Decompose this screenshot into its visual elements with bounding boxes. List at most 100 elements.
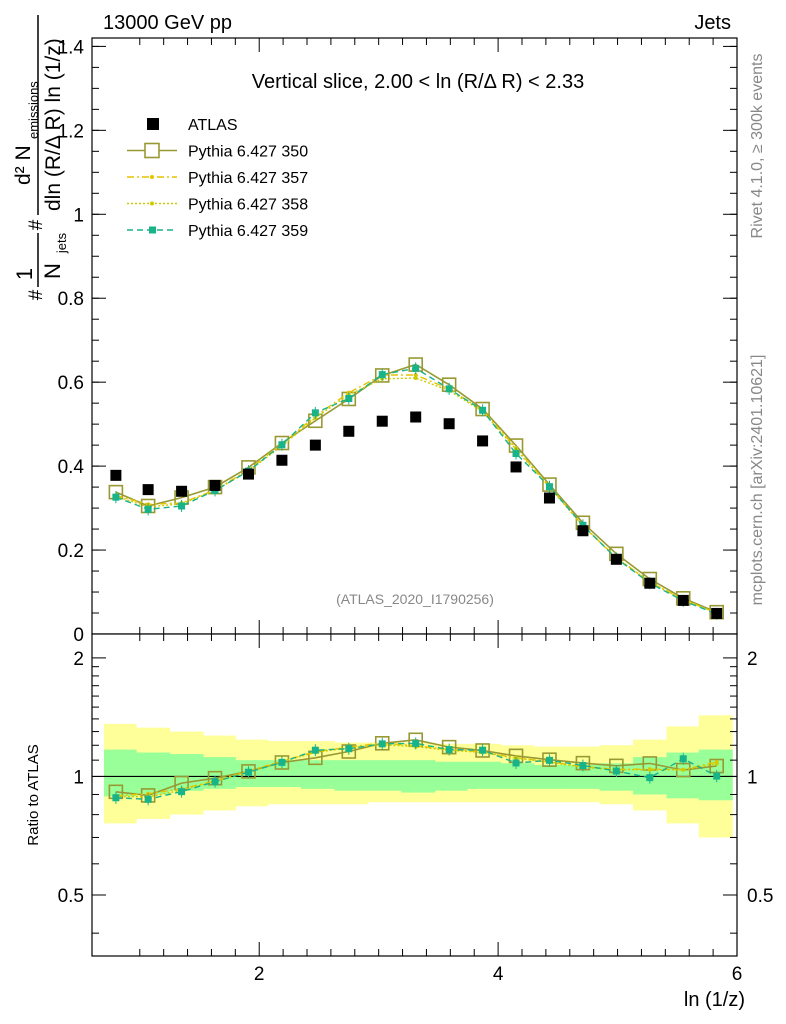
legend-marker — [144, 142, 160, 159]
mcplots-label: mcplots.cern.ch [arXiv:2401.10621] — [749, 355, 766, 606]
ratio-point-p359 — [679, 755, 687, 763]
legend: ATLAS Pythia 6.427 350 Pythia 6.427 357 Pyt… — [127, 117, 308, 240]
ratio-point-p359 — [211, 778, 219, 786]
main-ytick-label: 1.4 — [58, 37, 85, 58]
ratio-point-p358 — [681, 767, 686, 772]
ylabel-hash-1: # — [26, 289, 47, 300]
ratio-frame — [91, 633, 738, 957]
main-axes: 0 0.2 0.4 0.6 0.8 1 1.2 1.4 — [58, 37, 737, 646]
main-point-p359 — [345, 395, 353, 403]
ratio-point-p359 — [612, 767, 620, 775]
ylabel-denominator: dln (R/Δ R) ln (1/z) — [42, 38, 65, 211]
ratio-point-p359 — [646, 774, 654, 782]
legend-label: Pythia 6.427 350 — [188, 144, 308, 161]
main-point-p359 — [412, 364, 420, 372]
main-y-label: # 1 N jets # d² N emissions dln (R/Δ R) … — [12, 15, 69, 300]
main-ytick-label: 0 — [73, 625, 84, 646]
main-atlas-point — [110, 469, 122, 481]
ylabel-hash-2: # — [26, 219, 47, 230]
legend-entry-p350: Pythia 6.427 350 — [127, 142, 308, 161]
ylabel-njets: N — [40, 263, 65, 279]
ratio-point-p350 — [475, 743, 490, 758]
main-point-p359 — [144, 505, 152, 513]
main-atlas-point — [711, 607, 723, 619]
main-atlas-point — [242, 468, 254, 480]
plot-title: Vertical slice, 2.00 < ln (R/Δ R) < 2.33 — [252, 71, 584, 93]
ratio-point-p359 — [345, 745, 353, 753]
rivet-version-label: Rivet 4.1.0, ≥ 300k events — [749, 54, 766, 239]
main-ytick-label: 0.6 — [58, 373, 84, 394]
ratio-axes: 0.5 0.5 1 1 2 2 2 4 6 — [58, 634, 773, 985]
main-atlas-point — [209, 479, 221, 491]
main-point-p359 — [278, 441, 286, 449]
analysis-watermark: (ATLAS_2020_I1790256) — [336, 591, 494, 607]
ylabel-one: 1 — [12, 268, 37, 280]
main-atlas-point — [610, 553, 622, 565]
ratio-ytick-label-right: 0.5 — [747, 886, 773, 907]
ratio-point-p359 — [713, 772, 721, 780]
ratio-panel: 0.5 0.5 1 1 2 2 2 4 6 — [58, 633, 773, 985]
ratio-y-label: Ratio to ATLAS — [25, 744, 42, 845]
main-atlas-point — [577, 525, 589, 537]
header-energy: 13000 GeV pp — [103, 12, 232, 34]
main-atlas-point — [644, 577, 656, 589]
ratio-point-p359 — [278, 758, 286, 766]
legend-label: Pythia 6.427 358 — [188, 197, 308, 214]
main-atlas-point — [276, 454, 288, 466]
main-point-p359 — [112, 493, 120, 501]
main-ytick-label: 1.2 — [58, 121, 84, 142]
main-atlas-point — [376, 415, 388, 427]
main-point-p358 — [413, 375, 418, 380]
main-atlas-point — [176, 485, 188, 497]
ratio-ytick-label: 1 — [73, 767, 84, 788]
ratio-band-inner — [467, 761, 501, 789]
legend-label: Pythia 6.427 359 — [188, 223, 308, 240]
ratio-ytick-label-right: 2 — [747, 649, 758, 670]
legend-marker — [150, 201, 154, 206]
legend-label: ATLAS — [188, 117, 238, 134]
legend-entry-atlas: ATLAS — [147, 117, 238, 134]
main-point-p359 — [545, 483, 553, 491]
main-point-p359 — [445, 385, 453, 393]
ratio-point-p359 — [512, 759, 520, 767]
ylabel-njets-sub: jets — [54, 232, 69, 254]
main-point-p359 — [512, 450, 520, 458]
legend-marker — [147, 118, 159, 130]
ratio-data-layer — [108, 732, 724, 806]
main-atlas-point — [443, 418, 455, 430]
ratio-band-inner — [367, 760, 402, 791]
ratio-point-p359 — [144, 795, 152, 803]
main-atlas-point — [343, 425, 355, 437]
main-atlas-point — [477, 435, 489, 447]
ratio-xtick-label: 2 — [254, 964, 265, 985]
legend-marker — [150, 175, 154, 179]
ratio-point-p359 — [244, 768, 252, 776]
ratio-ytick-label: 0.5 — [58, 886, 84, 907]
main-atlas-point — [510, 461, 522, 473]
main-atlas-point — [142, 484, 154, 496]
ratio-point-p359 — [112, 794, 120, 802]
ratio-ytick-label: 2 — [73, 649, 84, 670]
main-ytick-label: 1 — [73, 205, 84, 226]
main-atlas-point — [309, 439, 321, 451]
main-ytick-label: 0.8 — [58, 289, 84, 310]
ratio-point-p359 — [311, 746, 319, 754]
legend-entry-p358: Pythia 6.427 358 — [127, 197, 308, 214]
header-process: Jets — [694, 12, 731, 34]
ratio-point-p359 — [579, 762, 587, 770]
legend-entry-p357: Pythia 6.427 357 — [127, 170, 308, 187]
ratio-xtick-label: 4 — [493, 964, 504, 985]
ratio-point-p358 — [647, 767, 652, 772]
ratio-point-p350 — [274, 755, 290, 770]
main-atlas-point — [677, 594, 689, 606]
main-atlas-point — [543, 492, 555, 504]
ratio-xtick-label: 6 — [732, 964, 743, 985]
main-point-p359 — [378, 371, 386, 379]
ratio-point-p359 — [378, 740, 386, 748]
ratio-point-p359 — [178, 788, 186, 796]
main-plot-area — [92, 38, 737, 634]
ratio-uncertainty-bands — [92, 715, 737, 838]
ratio-band-inner — [136, 752, 171, 795]
ratio-point-p359 — [545, 756, 553, 764]
ratio-point-p359 — [445, 746, 453, 754]
